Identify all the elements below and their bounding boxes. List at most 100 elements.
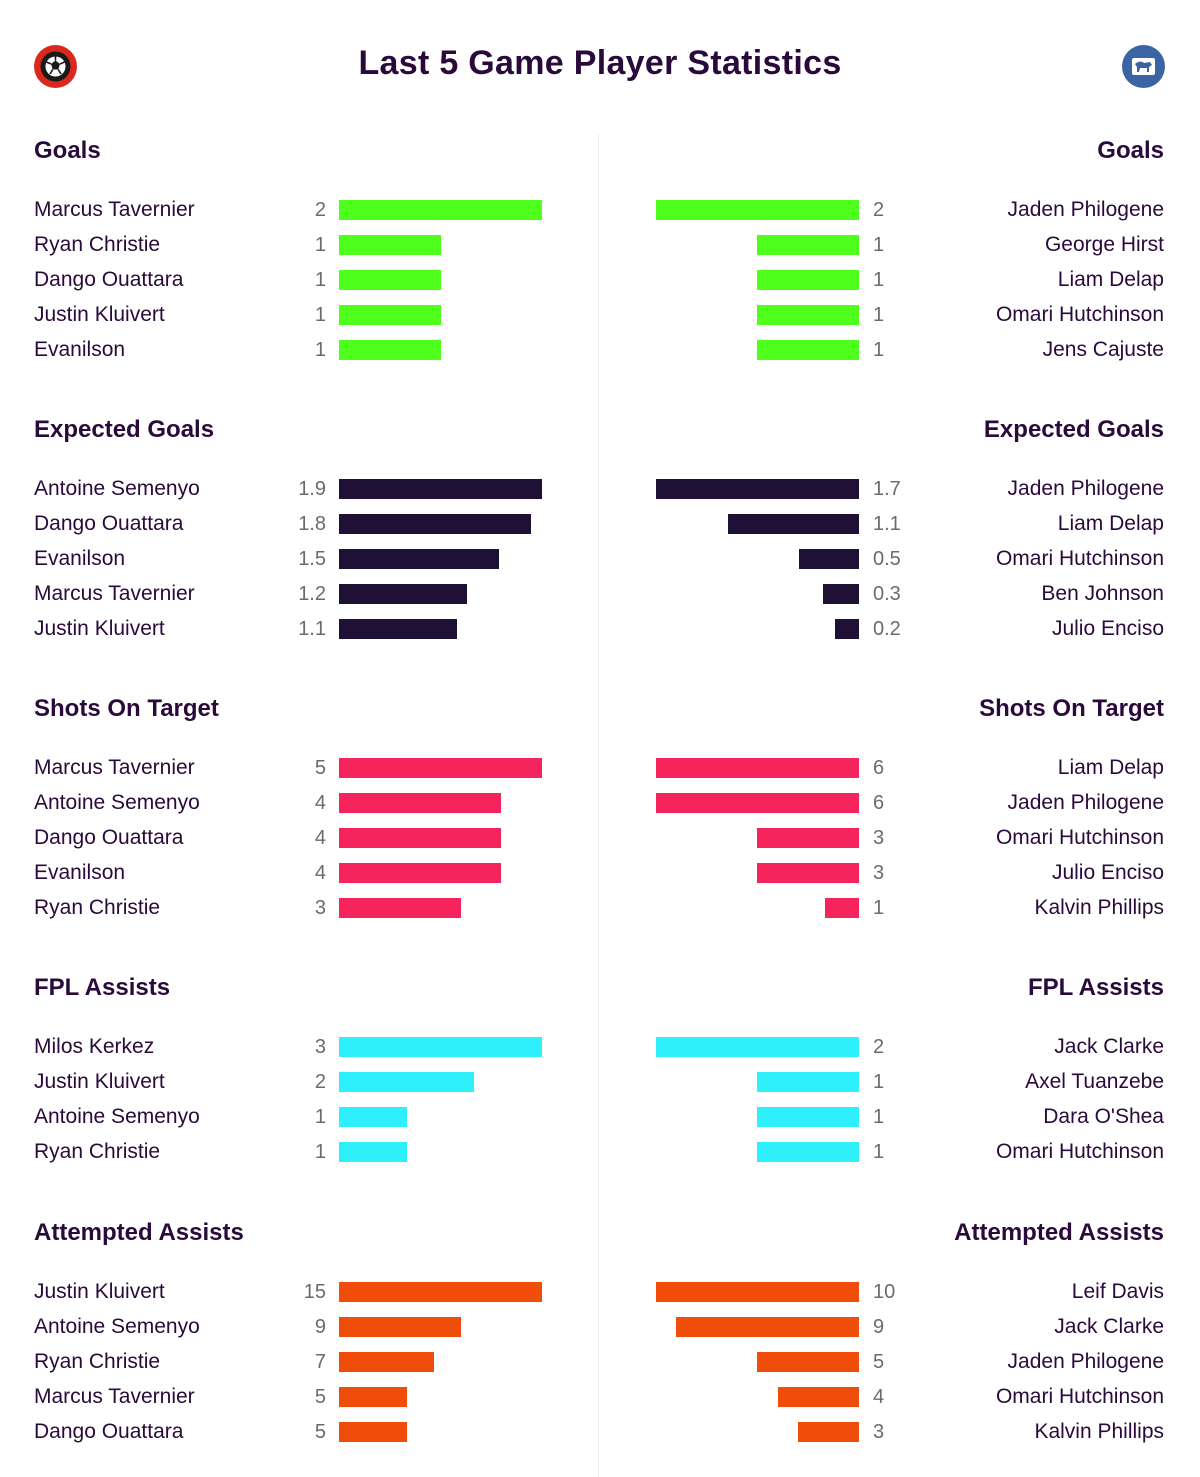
stat-bar [339, 1072, 474, 1092]
stat-value-label: 3 [314, 1036, 326, 1058]
stat-value-label: 1.1 [873, 513, 901, 535]
stat-value-label: 5 [314, 1421, 326, 1443]
stat-value-label: 9 [314, 1316, 326, 1338]
away-team-panel: Goals Jaden Philogene 2 George Hirst 1 Liam D… [600, 0, 1200, 1477]
stat-value-label: 2 [873, 1036, 885, 1058]
stat-value-label: 7 [314, 1351, 326, 1373]
stat-bar [757, 1352, 859, 1372]
stat-bar [339, 514, 531, 534]
player-name: Kalvin Phillips [1034, 1420, 1164, 1443]
stat-value-label: 2 [314, 199, 326, 221]
player-name: Antoine Semenyo [34, 477, 200, 500]
stat-value-label: 4 [314, 792, 326, 814]
player-name: Jaden Philogene [1007, 791, 1164, 814]
stat-value-label: 5 [314, 757, 326, 779]
stat-bar [656, 200, 859, 220]
player-name: Evanilson [34, 547, 126, 570]
stat-bar [757, 1142, 859, 1162]
player-name: Jens Cajuste [1042, 338, 1164, 361]
player-name: Marcus Tavernier [34, 582, 195, 605]
stat-bar [757, 1072, 859, 1092]
player-name: Antoine Semenyo [34, 1105, 200, 1128]
left-expected-goals-title: Expected Goals [34, 416, 215, 443]
stat-bar [656, 793, 859, 813]
stat-bar [757, 305, 859, 325]
player-name: Omari Hutchinson [995, 826, 1164, 849]
stat-bar [757, 340, 859, 360]
stat-bar [656, 479, 859, 499]
player-name: Julio Enciso [1051, 617, 1164, 640]
player-name: Ryan Christie [34, 1350, 161, 1373]
stat-bar [757, 235, 859, 255]
player-name: Antoine Semenyo [34, 791, 200, 814]
player-name: Liam Delap [1057, 268, 1164, 291]
stat-bar [339, 1107, 407, 1127]
player-name: Omari Hutchinson [995, 1140, 1164, 1163]
stat-bar [825, 898, 859, 918]
player-name: Jack Clarke [1054, 1315, 1164, 1338]
stat-value-label: 6 [873, 792, 885, 814]
stat-value-label: 9 [873, 1316, 885, 1338]
stat-bar [757, 828, 859, 848]
stat-bar [339, 1352, 434, 1372]
player-name: Antoine Semenyo [34, 1315, 200, 1338]
stat-bar [656, 1282, 859, 1302]
stat-value-label: 1 [314, 304, 326, 326]
stat-bar [835, 619, 859, 639]
player-name: Evanilson [34, 861, 126, 884]
player-name: Marcus Tavernier [34, 1385, 195, 1408]
stat-value-label: 4 [314, 827, 326, 849]
player-name: Kalvin Phillips [1034, 896, 1164, 919]
stat-value-label: 1.9 [298, 478, 326, 500]
stat-value-label: 2 [314, 1071, 326, 1093]
player-name: Ben Johnson [1041, 582, 1164, 605]
player-name: Justin Kluivert [34, 617, 165, 640]
player-name: Jack Clarke [1054, 1035, 1164, 1058]
stat-bar [339, 1387, 407, 1407]
stat-value-label: 5 [314, 1386, 326, 1408]
right-expected-goals-title: Expected Goals [983, 416, 1164, 443]
stat-bar [339, 340, 441, 360]
player-name: Marcus Tavernier [34, 756, 195, 779]
player-name: Marcus Tavernier [34, 198, 195, 221]
stat-bar [339, 305, 441, 325]
stat-value-label: 1.5 [298, 548, 326, 570]
stat-value-label: 1 [873, 234, 885, 256]
player-name: Jaden Philogene [1007, 198, 1164, 221]
stat-value-label: 3 [873, 1421, 885, 1443]
player-name: Dango Ouattara [34, 826, 184, 849]
player-name: Liam Delap [1057, 756, 1164, 779]
right-shots-on-target-title: Shots On Target [979, 695, 1164, 722]
stat-bar [799, 549, 859, 569]
home-team-panel: Goals Marcus Tavernier 2 Ryan Christie 1 Dang… [34, 137, 542, 1443]
player-name: Evanilson [34, 338, 126, 361]
stat-value-label: 3 [873, 862, 885, 884]
player-name: Omari Hutchinson [995, 303, 1164, 326]
player-name: Justin Kluivert [34, 1070, 165, 1093]
stat-value-label: 1 [873, 1141, 885, 1163]
stat-bar [339, 863, 501, 883]
right-attempted-assists-title: Attempted Assists [954, 1219, 1164, 1246]
stat-bar [778, 1387, 859, 1407]
stat-value-label: 3 [314, 897, 326, 919]
stat-value-label: 4 [314, 862, 326, 884]
left-shots-on-target-title: Shots On Target [34, 695, 219, 722]
stat-value-label: 1 [873, 1106, 885, 1128]
stat-bar [823, 584, 859, 604]
stat-value-label: 15 [303, 1281, 326, 1303]
stat-value-label: 2 [873, 199, 885, 221]
stat-bar [339, 584, 467, 604]
stat-value-label: 1 [314, 1106, 326, 1128]
stat-bar [798, 1422, 859, 1442]
stat-value-label: 1.8 [298, 513, 326, 535]
player-name: Justin Kluivert [34, 303, 165, 326]
player-name: George Hirst [1044, 233, 1164, 256]
stat-value-label: 4 [873, 1386, 885, 1408]
stat-bar [339, 898, 461, 918]
stat-bar [339, 758, 542, 778]
stat-value-label: 10 [873, 1281, 896, 1303]
stat-bar [339, 200, 542, 220]
stat-bar [676, 1317, 859, 1337]
player-name: Ryan Christie [34, 1140, 161, 1163]
stat-bar [339, 619, 457, 639]
